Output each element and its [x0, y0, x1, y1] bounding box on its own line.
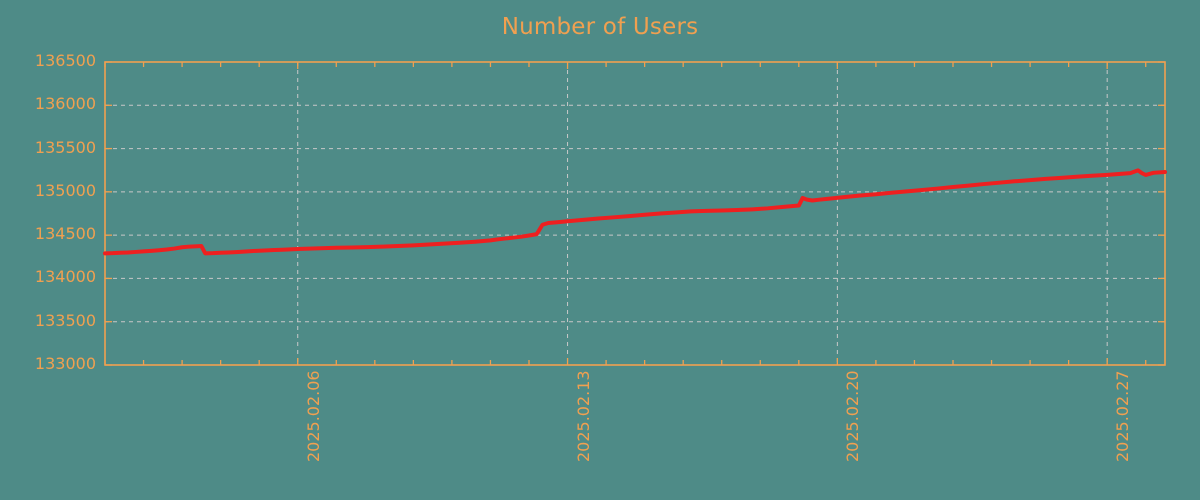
- x-tick-label: 2025.02.06: [303, 370, 323, 462]
- y-tick-label: 135000: [34, 180, 96, 200]
- y-tick-label: 134000: [34, 267, 96, 287]
- x-tick-label: 2025.02.27: [1113, 370, 1133, 462]
- plot-frame: [104, 61, 1166, 366]
- y-tick-label: 136500: [34, 51, 96, 70]
- data-series-line: [103, 168, 1167, 256]
- y-tick-label: 133500: [34, 310, 96, 330]
- x-tick-label: 2025.02.20: [843, 370, 863, 462]
- chart-title: Number of Users: [501, 14, 699, 40]
- series-line-number-of-users: [103, 168, 1167, 256]
- y-tick-label: 134500: [34, 224, 96, 244]
- y-tick-label: 135500: [34, 137, 96, 157]
- y-axis-tick-labels: 136500 136000 135500 135000 134500 134000 1335…: [0, 0, 96, 500]
- x-tick-label: 2025.02.13: [573, 370, 593, 462]
- plot-border: [104, 61, 1166, 366]
- y-tick-label: 136000: [34, 94, 96, 114]
- y-tick-label: 133000: [34, 354, 96, 373]
